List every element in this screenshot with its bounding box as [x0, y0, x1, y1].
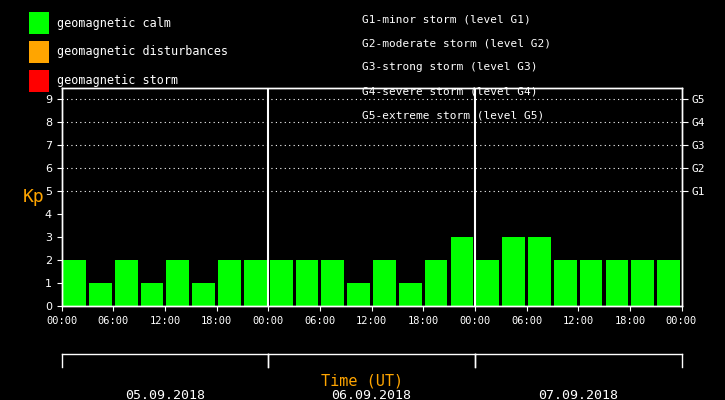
Bar — [321, 260, 344, 306]
Bar — [192, 283, 215, 306]
Bar — [296, 260, 318, 306]
Bar — [347, 283, 370, 306]
Text: Time (UT): Time (UT) — [321, 373, 404, 388]
Bar — [115, 260, 138, 306]
Bar — [554, 260, 576, 306]
Bar — [167, 260, 189, 306]
Bar — [373, 260, 396, 306]
Text: G1-minor storm (level G1): G1-minor storm (level G1) — [362, 14, 531, 24]
Bar — [580, 260, 602, 306]
Bar — [658, 260, 680, 306]
Text: G2-moderate storm (level G2): G2-moderate storm (level G2) — [362, 38, 552, 48]
Y-axis label: Kp: Kp — [22, 188, 44, 206]
Bar — [502, 237, 525, 306]
Bar — [399, 283, 422, 306]
Text: G4-severe storm (level G4): G4-severe storm (level G4) — [362, 86, 538, 96]
Bar — [451, 237, 473, 306]
Text: geomagnetic calm: geomagnetic calm — [57, 16, 170, 30]
Text: G5-extreme storm (level G5): G5-extreme storm (level G5) — [362, 110, 544, 120]
Bar — [605, 260, 629, 306]
Text: 06.09.2018: 06.09.2018 — [331, 389, 412, 400]
Text: 05.09.2018: 05.09.2018 — [125, 389, 205, 400]
Bar — [63, 260, 86, 306]
Text: geomagnetic storm: geomagnetic storm — [57, 74, 178, 87]
Text: G3-strong storm (level G3): G3-strong storm (level G3) — [362, 62, 538, 72]
Bar — [244, 260, 267, 306]
Bar — [425, 260, 447, 306]
Text: 07.09.2018: 07.09.2018 — [538, 389, 618, 400]
Bar — [476, 260, 499, 306]
Text: geomagnetic disturbances: geomagnetic disturbances — [57, 45, 228, 58]
Bar — [89, 283, 112, 306]
Bar — [270, 260, 292, 306]
Bar — [141, 283, 163, 306]
Bar — [631, 260, 654, 306]
Bar — [528, 237, 551, 306]
Bar — [218, 260, 241, 306]
